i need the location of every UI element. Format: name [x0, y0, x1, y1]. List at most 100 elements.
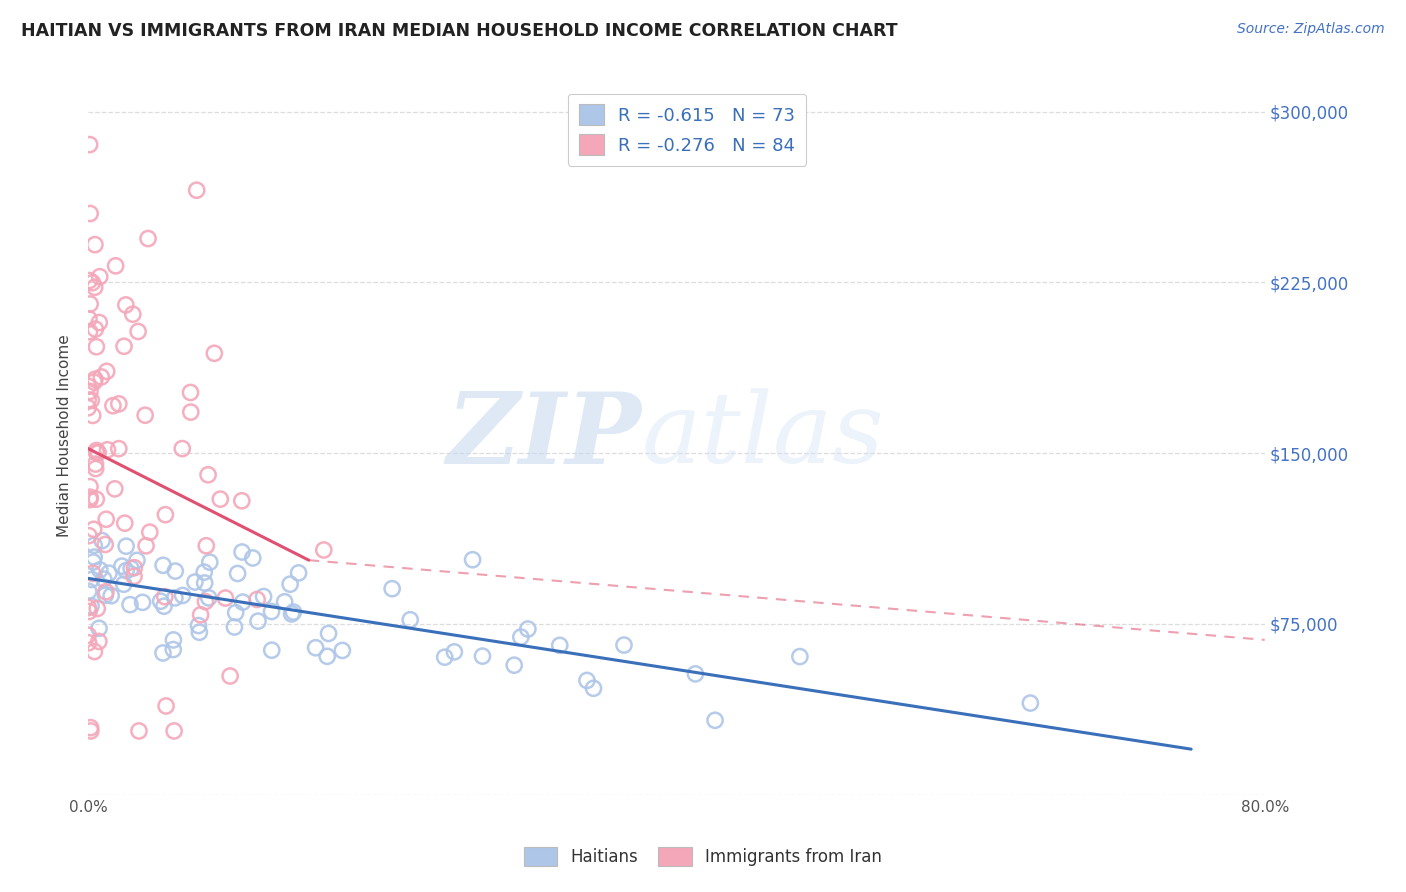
Point [77, 628, 100, 642]
Point [79, 384, 101, 399]
Point [79, 490, 101, 504]
Point [79, 721, 101, 735]
Point [162, 632, 184, 647]
Point [83, 538, 105, 552]
Point [139, 525, 162, 540]
Point [82, 276, 104, 290]
Point [104, 482, 127, 496]
Point [100, 589, 122, 603]
Point [162, 642, 184, 657]
Point [198, 555, 221, 569]
Point [79, 492, 101, 507]
Point [548, 638, 571, 652]
Point [260, 605, 283, 619]
Point [184, 574, 207, 589]
Point [172, 589, 194, 603]
Point [260, 643, 283, 657]
Point [77, 379, 100, 393]
Point [82, 555, 104, 569]
Point [789, 649, 811, 664]
Point [80, 723, 103, 738]
Point [111, 559, 134, 574]
Point [86, 340, 108, 354]
Point [232, 595, 254, 609]
Point [94, 584, 117, 599]
Point [202, 346, 225, 360]
Point [242, 551, 264, 566]
Point [107, 442, 129, 456]
Point [115, 564, 138, 578]
Point [330, 643, 353, 657]
Point [305, 640, 328, 655]
Point [77, 584, 100, 599]
Point [128, 723, 150, 738]
Point [77, 604, 100, 618]
Point [163, 723, 186, 738]
Point [86, 601, 108, 615]
Point [94, 588, 117, 602]
Point [112, 339, 135, 353]
Point [89, 563, 111, 577]
Point [115, 298, 138, 312]
Point [77, 392, 100, 407]
Point [83, 644, 105, 658]
Point [197, 591, 219, 605]
Point [87, 621, 110, 635]
Point [80, 573, 103, 587]
Point [226, 566, 249, 581]
Point [82, 566, 104, 581]
Point [87, 634, 110, 648]
Text: HAITIAN VS IMMIGRANTS FROM IRAN MEDIAN HOUSEHOLD INCOME CORRELATION CHART: HAITIAN VS IMMIGRANTS FROM IRAN MEDIAN H… [21, 22, 897, 40]
Point [197, 467, 219, 482]
Point [188, 625, 211, 640]
Point [312, 543, 335, 558]
Point [613, 638, 636, 652]
Point [94, 537, 117, 551]
Point [283, 605, 305, 619]
Point [79, 137, 101, 152]
Point [91, 533, 114, 548]
Point [287, 566, 309, 580]
Point [115, 539, 138, 553]
Point [194, 576, 217, 591]
Legend: R = -0.615   N = 73, R = -0.276   N = 84: R = -0.615 N = 73, R = -0.276 N = 84 [568, 94, 806, 166]
Point [86, 443, 108, 458]
Point [96, 364, 118, 378]
Point [194, 594, 217, 608]
Point [104, 259, 127, 273]
Point [503, 658, 526, 673]
Point [219, 669, 242, 683]
Point [509, 630, 531, 644]
Point [77, 401, 100, 415]
Point [195, 539, 218, 553]
Point [80, 393, 103, 408]
Point [77, 600, 100, 615]
Point [131, 595, 153, 609]
Point [381, 582, 404, 596]
Point [84, 461, 107, 475]
Text: ZIP: ZIP [446, 388, 641, 484]
Point [516, 622, 538, 636]
Point [179, 385, 201, 400]
Point [80, 599, 103, 613]
Point [98, 566, 121, 581]
Point [399, 613, 422, 627]
Point [122, 569, 145, 583]
Point [318, 626, 340, 640]
Point [186, 183, 208, 197]
Point [79, 297, 101, 311]
Point [79, 206, 101, 220]
Point [433, 650, 456, 665]
Point [84, 372, 107, 386]
Point [77, 529, 100, 543]
Point [187, 618, 209, 632]
Point [83, 550, 105, 565]
Point [165, 564, 187, 578]
Point [575, 673, 598, 688]
Point [124, 560, 146, 574]
Point [89, 269, 111, 284]
Text: Source: ZipAtlas.com: Source: ZipAtlas.com [1237, 22, 1385, 37]
Point [83, 375, 105, 389]
Point [153, 599, 176, 614]
Point [127, 325, 149, 339]
